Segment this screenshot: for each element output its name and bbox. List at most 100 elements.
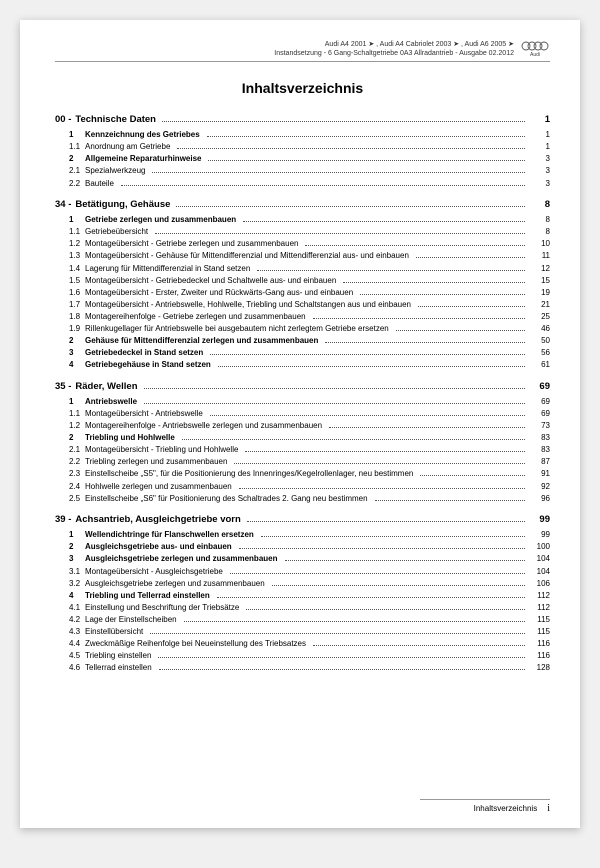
entry-label: Gehäuse für Mittendifferenzial zerlegen … (85, 335, 322, 347)
entry-number: 2.2 (55, 178, 85, 190)
entry-page: 116 (528, 638, 550, 650)
entry-page: 115 (528, 614, 550, 626)
entry-page: 15 (528, 275, 550, 287)
toc-entry: 4.1Einstellung und Beschriftung der Trie… (55, 602, 550, 614)
entry-page: 99 (528, 529, 550, 541)
toc-entry: 4.2Lage der Einstellscheiben115 (55, 614, 550, 626)
toc-entry: 3.1Montageübersicht - Ausgleichsgetriebe… (55, 566, 550, 578)
entry-number: 1.4 (55, 263, 85, 275)
toc-entry: 1.3Montageübersicht - Gehäuse für Mitten… (55, 250, 550, 262)
entry-number: 2.2 (55, 456, 85, 468)
toc-section: 00 -Technische Daten11Kennzeichnung des … (55, 114, 550, 189)
entry-label: Ausgleichsgetriebe aus- und einbauen (85, 541, 236, 553)
toc-entry: 1.6Montageübersicht - Erster, Zweiter un… (55, 287, 550, 299)
entry-label: Montageübersicht - Gehäuse für Mittendif… (85, 250, 413, 262)
entry-number: 1 (55, 529, 85, 541)
leader-dots (210, 415, 525, 416)
entry-number: 2.1 (55, 165, 85, 177)
entry-page: 25 (528, 311, 550, 323)
page-title: Inhaltsverzeichnis (55, 80, 550, 96)
leader-dots (272, 585, 525, 586)
toc-entry: 1.2Montageübersicht - Getriebe zerlegen … (55, 238, 550, 250)
entry-page: 115 (528, 626, 550, 638)
toc-entry: 1.1Getriebeübersicht8 (55, 226, 550, 238)
header-text: Audi A4 2001 ➤ , Audi A4 Cabriolet 2003 … (274, 40, 514, 58)
entry-number: 1.3 (55, 250, 85, 262)
toc-entry: 3.2Ausgleichsgetriebe zerlegen und zusam… (55, 578, 550, 590)
leader-dots (420, 475, 525, 476)
toc-entry: 1Kennzeichnung des Getriebes1 (55, 129, 550, 141)
entry-label: Einstellübersicht (85, 626, 147, 638)
entry-page: 91 (528, 468, 550, 480)
entry-label: Montageübersicht - Getriebedeckel und Sc… (85, 275, 340, 287)
entry-number: 4.4 (55, 638, 85, 650)
entry-page: 3 (528, 153, 550, 165)
entry-number: 4.5 (55, 650, 85, 662)
entry-page: 46 (528, 323, 550, 335)
toc-entry: 4.5Triebling einstellen116 (55, 650, 550, 662)
document-page: Audi A4 2001 ➤ , Audi A4 Cabriolet 2003 … (20, 20, 580, 828)
entry-label: Montageübersicht - Triebling und Hohlwel… (85, 444, 242, 456)
toc-entry: 2.1Spezialwerkzeug3 (55, 165, 550, 177)
section-label: Technische Daten (71, 114, 159, 125)
entry-page: 128 (528, 662, 550, 674)
entry-page: 3 (528, 165, 550, 177)
entry-number: 4 (55, 359, 85, 371)
entry-page: 69 (528, 396, 550, 408)
toc-entry: 4.6Tellerrad einstellen128 (55, 662, 550, 674)
toc-entry: 2.4Hohlwelle zerlegen und zusammenbauen9… (55, 481, 550, 493)
toc-entry: 2.5Einstellscheibe „S6" für Positionieru… (55, 493, 550, 505)
toc-entry: 2Gehäuse für Mittendifferenzial zerlegen… (55, 335, 550, 347)
footer-rule (420, 799, 550, 800)
entry-number: 4.1 (55, 602, 85, 614)
leader-dots (182, 439, 525, 440)
entry-number: 1.2 (55, 238, 85, 250)
entry-label: Einstellscheibe „S6" für Positionierung … (85, 493, 372, 505)
entry-number: 1.5 (55, 275, 85, 287)
leader-dots (313, 645, 525, 646)
entry-label: Montagereihenfolge - Getriebe zerlegen u… (85, 311, 310, 323)
entry-label: Getriebe zerlegen und zusammenbauen (85, 214, 240, 226)
section-number: 34 - (55, 199, 71, 210)
entry-label: Lagerung für Mittendifferenzial in Stand… (85, 263, 254, 275)
entry-number: 2 (55, 432, 85, 444)
entry-page: 104 (528, 566, 550, 578)
entry-label: Getriebeübersicht (85, 226, 152, 238)
leader-dots (159, 669, 525, 670)
entry-number: 2.1 (55, 444, 85, 456)
toc-entry: 1Getriebe zerlegen und zusammenbauen8 (55, 214, 550, 226)
entry-label: Triebling und Hohlwelle (85, 432, 179, 444)
entry-number: 1.6 (55, 287, 85, 299)
page-footer: Inhaltsverzeichnis i (474, 803, 550, 814)
leader-dots (257, 270, 525, 271)
leader-dots (416, 257, 525, 258)
toc-section: 39 -Achsantrieb, Ausgleichgetriebe vorn9… (55, 514, 550, 674)
leader-dots (375, 500, 525, 501)
entry-label: Einstellscheibe „S5", für die Positionie… (85, 468, 417, 480)
leader-dots (329, 427, 525, 428)
entry-label: Getriebedeckel in Stand setzen (85, 347, 207, 359)
leader-dots (234, 463, 525, 464)
entry-number: 1.2 (55, 420, 85, 432)
entry-page: 106 (528, 578, 550, 590)
toc-entry: 1.1Montageübersicht - Antriebswelle69 (55, 408, 550, 420)
leader-dots (158, 657, 525, 658)
entry-page: 61 (528, 359, 550, 371)
entry-page: 87 (528, 456, 550, 468)
header-line1: Audi A4 2001 ➤ , Audi A4 Cabriolet 2003 … (274, 40, 514, 49)
entry-label: Ausgleichsgetriebe zerlegen und zusammen… (85, 578, 269, 590)
entry-number: 2.5 (55, 493, 85, 505)
leader-dots (230, 573, 525, 574)
leader-dots (207, 136, 525, 137)
leader-dots (176, 206, 525, 207)
entry-number: 2 (55, 153, 85, 165)
entry-number: 3.2 (55, 578, 85, 590)
entry-page: 92 (528, 481, 550, 493)
entry-page: 83 (528, 444, 550, 456)
leader-dots (261, 536, 525, 537)
toc-entry: 2.1Montageübersicht - Triebling und Hohl… (55, 444, 550, 456)
section-label: Räder, Wellen (71, 381, 140, 392)
entry-page: 100 (528, 541, 550, 553)
leader-dots (144, 403, 525, 404)
toc-section: 34 -Betätigung, Gehäuse81Getriebe zerleg… (55, 199, 550, 371)
